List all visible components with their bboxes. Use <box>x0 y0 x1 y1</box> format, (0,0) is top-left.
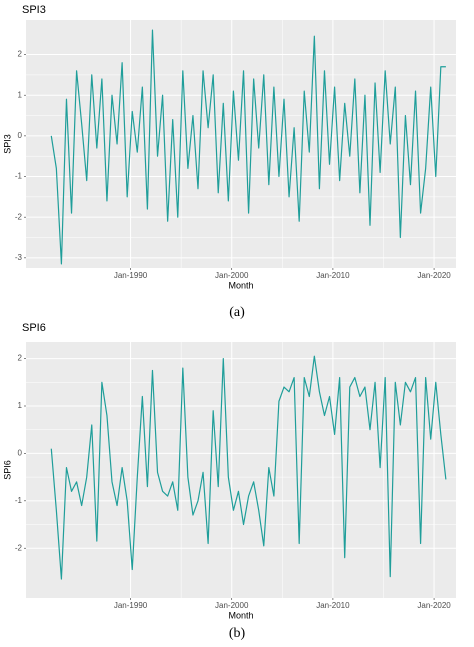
y-tick-label: 2 <box>18 354 23 363</box>
data-line <box>50 355 447 580</box>
y-tick-label: -1 <box>15 172 23 181</box>
plot-panel <box>26 20 456 268</box>
y-tick-label: -2 <box>15 543 23 552</box>
data-line <box>50 29 446 265</box>
x-tick-label: Jan-1990 <box>114 271 148 280</box>
x-tick-label: Jan-2000 <box>215 601 249 610</box>
x-tick-label: Jan-2000 <box>215 271 249 280</box>
x-tick-label: Jan-2010 <box>316 601 350 610</box>
y-tick-label: -3 <box>15 253 23 262</box>
x-tick-label: Jan-1990 <box>114 601 148 610</box>
y-tick-label: 0 <box>18 131 23 140</box>
chart-title: SPI6 <box>22 322 46 334</box>
caption: (a) <box>229 305 245 320</box>
x-axis-title: Month <box>228 610 253 620</box>
chart-title: SPI3 <box>22 4 46 16</box>
plot-panel <box>26 342 456 598</box>
y-tick-label: 2 <box>18 50 23 59</box>
y-tick-label: 1 <box>18 401 23 410</box>
x-tick-label: Jan-2020 <box>417 601 451 610</box>
x-tick-label: Jan-2010 <box>316 271 350 280</box>
y-tick-label: -2 <box>15 212 23 221</box>
y-tick-label: -1 <box>15 496 23 505</box>
x-axis-title: Month <box>228 280 253 290</box>
y-tick-label: 0 <box>18 449 23 458</box>
y-axis-title: SPI3 <box>2 134 12 154</box>
y-axis-title: SPI6 <box>2 460 12 480</box>
caption: (b) <box>229 626 246 641</box>
x-tick-label: Jan-2020 <box>417 271 451 280</box>
y-tick-label: 1 <box>18 90 23 99</box>
